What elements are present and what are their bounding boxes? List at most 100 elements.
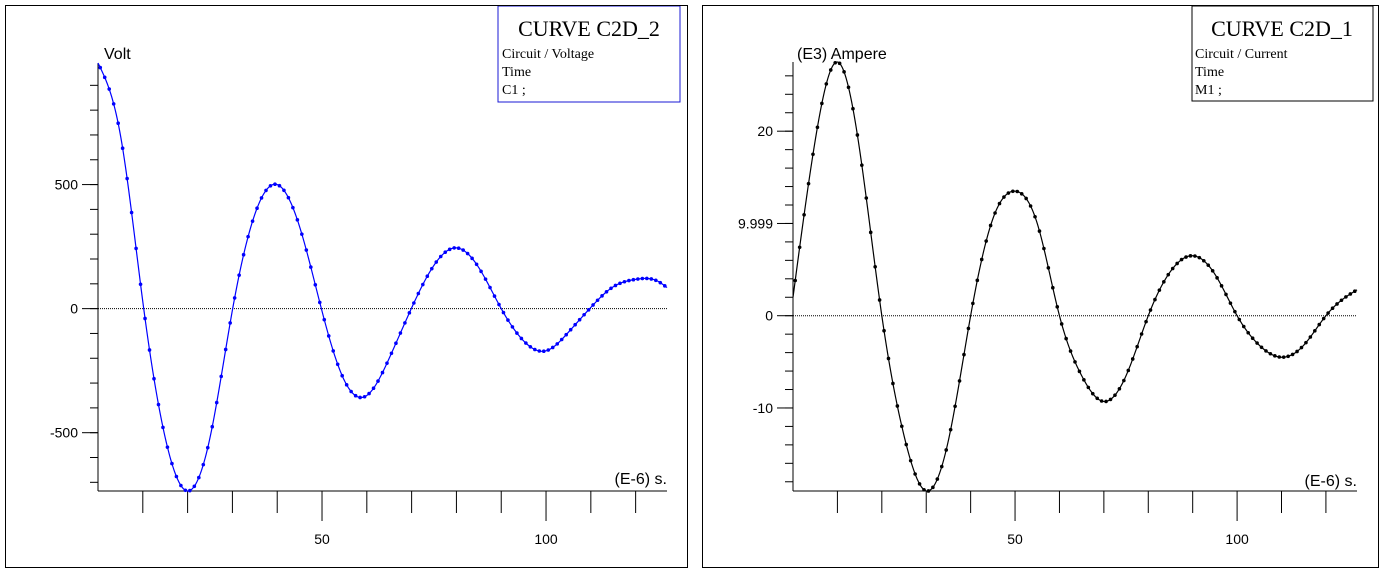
data-point [1166, 272, 1171, 277]
data-point [403, 321, 407, 325]
data-point [1317, 322, 1322, 327]
data-point [1002, 195, 1006, 199]
data-point [873, 264, 877, 269]
data-point [913, 472, 917, 476]
data-point [926, 489, 931, 493]
data-point [962, 352, 966, 357]
data-point [344, 383, 349, 387]
data-point [1237, 317, 1242, 322]
data-point [340, 373, 344, 378]
data-point [371, 386, 376, 391]
data-point [1082, 378, 1086, 382]
data-point [555, 342, 560, 346]
data-point [309, 265, 313, 269]
legend-line-3: C1 ; [502, 83, 526, 98]
data-point [546, 348, 551, 352]
data-point [993, 211, 997, 215]
data-point [515, 331, 519, 335]
data-point [1144, 319, 1148, 324]
data-point [1077, 369, 1082, 374]
data-point [1215, 276, 1219, 280]
data-point [1335, 302, 1339, 306]
data-point [143, 316, 147, 321]
data-point [1188, 254, 1193, 258]
data-point [335, 362, 340, 367]
data-point [443, 250, 448, 255]
data-point [255, 206, 259, 210]
data-point [591, 303, 595, 307]
data-point [1126, 368, 1131, 373]
data-point [855, 133, 860, 137]
data-point [479, 269, 483, 274]
data-point [250, 219, 255, 223]
data-point [107, 87, 111, 91]
data-point [156, 402, 161, 407]
data-point [497, 302, 501, 307]
data-point [613, 283, 618, 288]
data-point [1201, 258, 1206, 263]
data-point [1321, 316, 1326, 321]
data-point [152, 376, 156, 381]
data-point [188, 488, 192, 493]
x-tick-label: 50 [1007, 531, 1023, 547]
data-point [1139, 332, 1144, 336]
data-point [1162, 280, 1166, 284]
data-point [237, 273, 241, 277]
data-point [282, 188, 286, 193]
data-point [1352, 289, 1357, 294]
data-point [802, 213, 806, 217]
data-point [452, 246, 456, 250]
y-tick-label: 0 [765, 308, 773, 324]
data-point [1104, 399, 1108, 404]
data-point [389, 351, 394, 356]
data-point [1086, 385, 1091, 390]
data-point [412, 301, 416, 305]
data-point [882, 328, 886, 333]
data-point [559, 337, 564, 342]
data-point [984, 239, 988, 243]
data-point [793, 278, 798, 283]
data-point [948, 427, 953, 432]
data-point [1241, 324, 1246, 329]
data-point [259, 196, 264, 200]
data-point [147, 348, 152, 352]
data-point [1184, 255, 1188, 259]
current-chart-svg: CURVE C2D_1 Circuit / Current Time M1 ; … [738, 6, 1374, 547]
data-point [868, 230, 873, 235]
data-point [1073, 360, 1077, 364]
y-tick-label: 500 [55, 177, 79, 193]
current-plot-layer: 50 100 -10 0 9.999 20 [738, 60, 1358, 547]
legend-line-1: Circuit / Voltage [502, 47, 594, 62]
data-point [997, 201, 1002, 206]
x-axis-label: (E-6) s. [1305, 473, 1357, 490]
data-point [398, 331, 403, 335]
data-point [1095, 396, 1099, 401]
data-point [447, 247, 452, 252]
data-point [111, 102, 116, 106]
data-point [170, 461, 174, 466]
legend-title: CURVE C2D_1 [1211, 16, 1353, 41]
data-point [510, 325, 515, 329]
data-point [837, 61, 842, 66]
data-point [116, 121, 120, 126]
data-point [1051, 285, 1055, 290]
data-point [595, 298, 600, 303]
y-tick-label: 9.999 [738, 215, 773, 231]
data-point [931, 485, 935, 490]
data-point [820, 101, 824, 106]
data-point [900, 424, 904, 429]
data-point [197, 475, 201, 480]
data-point [438, 254, 443, 259]
data-point [1046, 266, 1051, 270]
data-point [174, 474, 179, 479]
data-point [658, 280, 663, 285]
data-point [501, 310, 506, 315]
data-point [456, 246, 461, 250]
data-point [1255, 341, 1259, 345]
data-point [492, 294, 497, 298]
data-point [846, 85, 851, 90]
data-point [573, 322, 577, 327]
data-point [1339, 298, 1344, 303]
data-point [979, 257, 984, 262]
data-point [1210, 269, 1215, 273]
